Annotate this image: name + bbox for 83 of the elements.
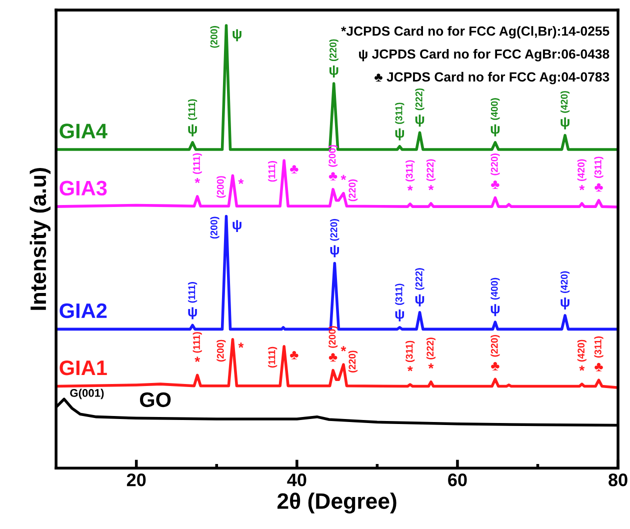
annotation: ψ — [415, 294, 424, 306]
annotation: (111) — [192, 332, 202, 353]
annotation: ψ — [490, 124, 500, 136]
annotation: ♣ JCPDS Card no for FCC Ag:04-0783 — [374, 72, 610, 84]
annotation: (420) — [560, 91, 570, 113]
annotation: (111) — [188, 99, 198, 120]
annotation: (311) — [395, 284, 404, 305]
annotation: * — [579, 366, 585, 371]
annotation: ♣ — [328, 353, 338, 362]
annotation: (200) — [328, 145, 338, 167]
annotation: * — [407, 185, 413, 191]
annotation: ♣ — [491, 362, 500, 370]
annotation: (220) — [348, 350, 358, 372]
annotation: ψ JCPDS Card no for FCC AgBr:06-0438 — [359, 48, 610, 62]
annotation: (220) — [490, 154, 500, 176]
annotation: (111) — [268, 161, 278, 182]
x-tick-label: 20 — [126, 474, 146, 486]
annotation: ψ — [232, 220, 242, 232]
annotation: * — [194, 356, 200, 362]
annotation: ♣ — [290, 350, 298, 360]
x-tick-label: 40 — [287, 474, 306, 486]
annotation: (400) — [490, 278, 500, 300]
annotation: (111) — [268, 346, 278, 368]
y-axis-title: Intensity (a.u) — [30, 168, 51, 310]
annotation: (222) — [426, 159, 436, 181]
annotation: ψ — [232, 29, 242, 42]
annotation: ψ — [188, 124, 197, 136]
annotation: (111) — [192, 153, 202, 174]
annotation: ♣ — [290, 165, 298, 174]
annotation: (222) — [415, 88, 424, 110]
annotation: ψ — [415, 114, 424, 127]
annotation: * — [194, 178, 200, 184]
annotation: ψ — [329, 66, 338, 78]
annotation: (200) — [328, 326, 338, 348]
annotation: (311) — [594, 156, 604, 178]
annotation: (200) — [210, 26, 220, 48]
annotation: * — [579, 185, 585, 190]
annotation: (200) — [210, 216, 220, 239]
series-label: GIA3 — [60, 180, 107, 196]
annotation: * — [407, 366, 413, 372]
annotation: G(001) — [70, 388, 104, 400]
x-axis-title: 2θ (Degree) — [277, 492, 396, 514]
series-label: GIA4 — [60, 124, 108, 138]
annotation: (400) — [490, 98, 500, 120]
series-label: GIA2 — [60, 303, 107, 318]
annotation: (311) — [594, 336, 604, 358]
series-label: GO — [140, 392, 171, 408]
annotation: (220) — [490, 334, 500, 357]
annotation: * — [428, 185, 434, 190]
annotation: (420) — [577, 340, 586, 362]
annotation: ♣ — [594, 183, 603, 192]
annotation: * — [428, 363, 434, 369]
annotation: (111) — [188, 282, 198, 303]
annotation: (311) — [406, 340, 415, 362]
annotation: (200) — [216, 176, 226, 198]
annotation: ψ — [330, 245, 340, 258]
annotation: ♣ — [491, 180, 500, 189]
annotation: * — [340, 174, 346, 180]
annotation: (200) — [216, 340, 226, 362]
annotation: (220) — [348, 179, 358, 202]
annotation: (222) — [426, 338, 436, 360]
annotation: (311) — [406, 160, 415, 182]
annotation: ψ — [490, 304, 500, 316]
annotation: * — [238, 342, 244, 348]
annotation: ψ — [188, 307, 197, 320]
annotation: ♣ — [594, 362, 603, 372]
annotation: * — [238, 178, 244, 184]
annotation: (311) — [395, 102, 404, 124]
annotation: ψ — [395, 309, 404, 322]
annotation: ψ — [560, 297, 570, 310]
annotation: (420) — [560, 271, 570, 293]
annotation: (420) — [577, 159, 586, 181]
annotation: (220) — [330, 219, 340, 241]
x-tick-label: 60 — [448, 474, 467, 486]
annotation: *JCPDS Card no for FCC Ag(Cl,Br):14-0255 — [341, 26, 610, 38]
series-label: GIA1 — [60, 360, 107, 376]
annotation: ψ — [395, 128, 404, 140]
x-tick-label: 80 — [608, 474, 628, 486]
annotation: (220) — [329, 39, 338, 62]
annotation: (222) — [415, 268, 424, 290]
annotation: ψ — [560, 117, 570, 130]
annotation: ♣ — [328, 172, 338, 180]
annotation: * — [340, 346, 346, 352]
